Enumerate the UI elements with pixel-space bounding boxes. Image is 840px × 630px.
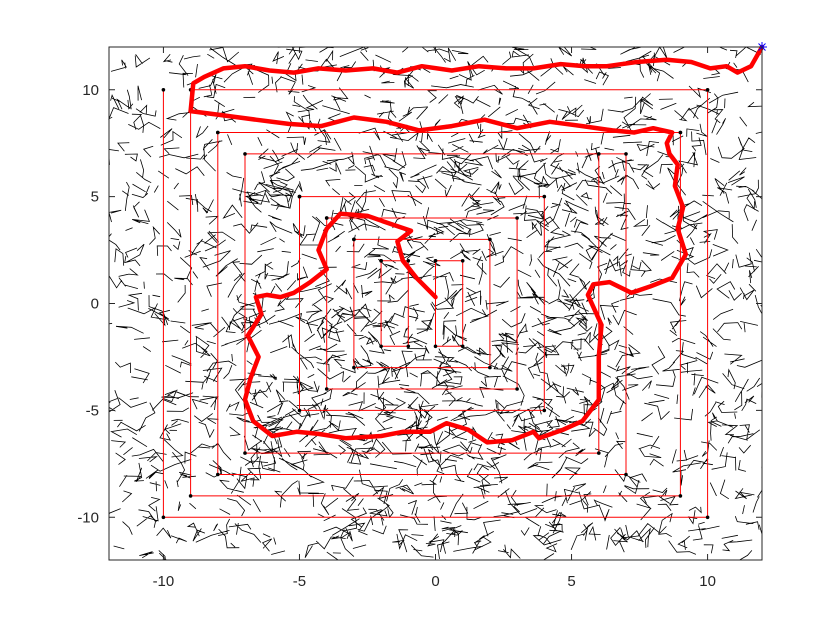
x-tick-label: -10: [153, 573, 175, 590]
wall-vertex: [433, 344, 438, 349]
wall-vertex: [542, 194, 547, 199]
wall-vertex: [324, 387, 329, 391]
y-tick-label: -10: [77, 509, 99, 526]
wall-vertex: [597, 152, 601, 156]
wall-vertex: [216, 130, 220, 135]
wall-vertex: [705, 88, 710, 92]
wall-vertex: [678, 130, 683, 135]
wall-vertex: [678, 494, 683, 498]
planned-path: [188, 44, 765, 445]
wall-vertex: [460, 259, 465, 263]
y-tick-label: 5: [91, 189, 99, 206]
wall-vertex: [624, 472, 628, 477]
planned-path-layer: [188, 44, 765, 445]
maze-wall-0: [162, 89, 709, 518]
wall-vertex: [297, 408, 302, 413]
wall-vertex: [488, 237, 492, 242]
wall-vertex: [488, 365, 492, 370]
wall-vertex: [379, 259, 383, 263]
wall-vertex: [161, 88, 166, 92]
wall-vertex: [297, 194, 302, 199]
y-tick-label: 0: [91, 296, 99, 313]
x-tick-label: -5: [293, 573, 306, 590]
wall-vertex: [352, 237, 356, 242]
y-tick-label: -5: [86, 402, 99, 419]
wall-vertex: [352, 365, 356, 370]
axis-ticks: -10 -5 0 5 10 -10 -5 0 5 10: [77, 47, 762, 590]
wall-vertex: [324, 216, 329, 220]
x-tick-label: 10: [699, 573, 716, 590]
wall-vertex: [515, 216, 519, 220]
wall-vertex: [705, 515, 710, 520]
wall-vertex: [460, 344, 465, 349]
wall-vertex: [243, 152, 247, 156]
wall-vertex: [161, 515, 166, 520]
wall-vertex: [542, 408, 547, 413]
wall-vertex: [188, 494, 193, 498]
maze-wall-1: [217, 132, 627, 475]
x-tick-label: 0: [431, 573, 439, 590]
wall-vertex: [406, 259, 411, 263]
wall-vertex: [379, 344, 383, 349]
wall-vertex: [216, 472, 220, 477]
y-tick-label: 10: [82, 82, 99, 99]
wall-vertex: [433, 259, 438, 263]
wall-vertex: [597, 451, 601, 455]
wall-vertex: [406, 344, 411, 349]
wall-vertex: [515, 387, 519, 391]
wall-vertex: [243, 451, 247, 455]
maze-walls: [161, 88, 710, 520]
wall-vertex: [624, 152, 628, 156]
x-tick-label: 5: [567, 573, 575, 590]
